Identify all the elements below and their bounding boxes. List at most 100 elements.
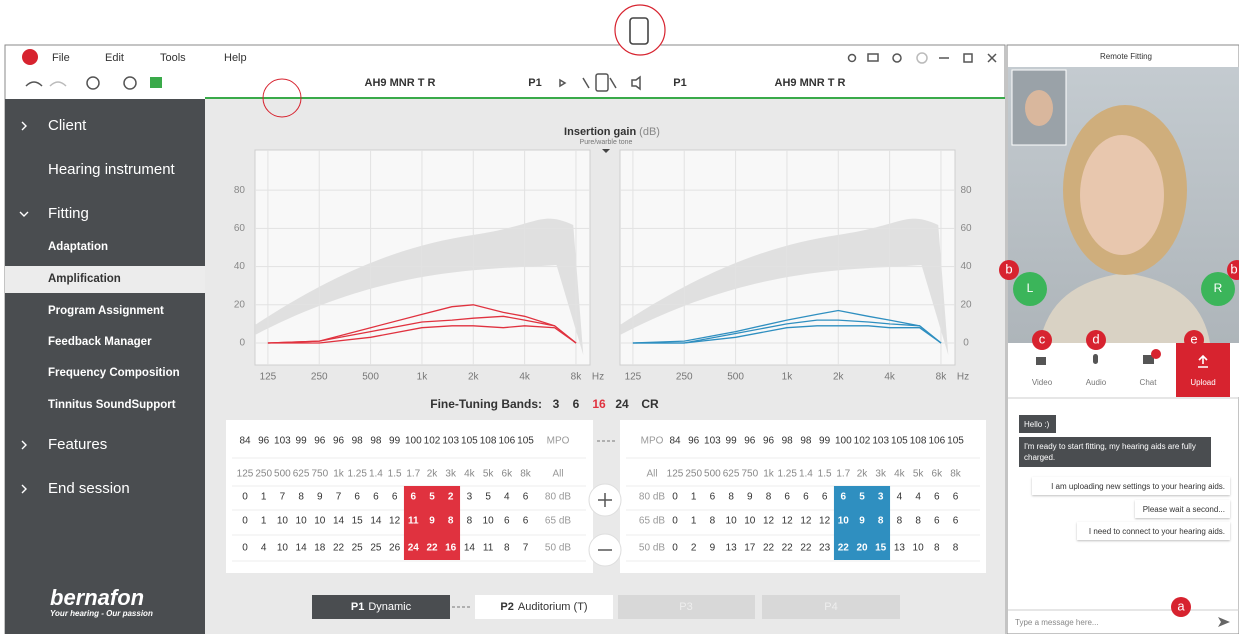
- gain-value[interactable]: 10: [744, 516, 756, 527]
- audio-icon[interactable]: [1093, 354, 1098, 364]
- gain-value[interactable]: 9: [710, 543, 716, 554]
- gain-value[interactable]: 12: [389, 516, 401, 527]
- instrument-left[interactable]: AH9 MNR T R: [365, 77, 436, 89]
- gain-value[interactable]: 22: [426, 543, 438, 554]
- gain-value[interactable]: 6: [523, 516, 529, 527]
- gain-value[interactable]: 8: [766, 492, 772, 503]
- gain-value[interactable]: 26: [389, 543, 401, 554]
- gain-value[interactable]: 3: [467, 492, 473, 503]
- gain-value[interactable]: 16: [445, 543, 457, 554]
- tuning-option[interactable]: CR: [641, 397, 659, 411]
- gain-value[interactable]: 10: [277, 543, 289, 554]
- gain-value[interactable]: 9: [317, 492, 323, 503]
- gain-value[interactable]: 6: [841, 492, 847, 503]
- gain-value[interactable]: 8: [448, 516, 454, 527]
- gain-value[interactable]: 8: [298, 492, 304, 503]
- sidebar-item[interactable]: Program Assignment: [48, 305, 164, 317]
- gain-value[interactable]: 8: [897, 516, 903, 527]
- sidebar-item[interactable]: End session: [48, 480, 130, 497]
- gain-value[interactable]: 6: [523, 492, 529, 503]
- gain-value[interactable]: 0: [672, 516, 678, 527]
- gain-value[interactable]: 6: [934, 516, 940, 527]
- video-call[interactable]: [150, 77, 162, 88]
- gain-value[interactable]: 1: [261, 516, 267, 527]
- gain-value[interactable]: 14: [370, 516, 382, 527]
- gain-value[interactable]: 0: [242, 492, 248, 503]
- app-logo[interactable]: [22, 49, 38, 65]
- sidebar-item[interactable]: Frequency Composition: [48, 367, 180, 379]
- sidebar-item[interactable]: Adaptation: [48, 241, 108, 253]
- gain-value[interactable]: 17: [744, 543, 756, 554]
- gain-value[interactable]: 10: [483, 516, 495, 527]
- gain-value[interactable]: 8: [710, 516, 716, 527]
- gain-value[interactable]: 10: [314, 516, 326, 527]
- gain-value[interactable]: 6: [392, 492, 398, 503]
- gain-value[interactable]: 6: [710, 492, 716, 503]
- gain-value[interactable]: 4: [504, 492, 510, 503]
- gain-value[interactable]: 7: [523, 543, 529, 554]
- sidebar-item[interactable]: Feedback Manager: [48, 336, 152, 348]
- gain-value[interactable]: 0: [672, 543, 678, 554]
- gain-value[interactable]: 9: [859, 516, 865, 527]
- sidebar-item[interactable]: Tinnitus SoundSupport: [48, 399, 176, 411]
- gain-value[interactable]: 22: [763, 543, 775, 554]
- sidebar-item[interactable]: Fitting: [48, 205, 89, 222]
- gain-value[interactable]: 15: [352, 516, 364, 527]
- gain-value[interactable]: 6: [803, 492, 809, 503]
- gain-value[interactable]: 13: [894, 543, 906, 554]
- gain-value[interactable]: 1: [691, 492, 697, 503]
- gain-value[interactable]: 8: [728, 492, 734, 503]
- gain-value[interactable]: 9: [429, 516, 435, 527]
- gain-value[interactable]: 9: [747, 492, 753, 503]
- gain-value[interactable]: 14: [296, 543, 308, 554]
- gain-value[interactable]: 7: [280, 492, 286, 503]
- gain-value[interactable]: 11: [408, 516, 419, 527]
- sidebar-item[interactable]: Amplification: [48, 273, 121, 285]
- instrument-right[interactable]: AH9 MNR T R: [775, 77, 846, 89]
- gain-value[interactable]: 3: [878, 492, 884, 503]
- gain-value[interactable]: 13: [726, 543, 738, 554]
- gain-value[interactable]: 6: [784, 492, 790, 503]
- tuning-option[interactable]: 24: [615, 397, 629, 411]
- gain-value[interactable]: 6: [373, 492, 379, 503]
- gain-value[interactable]: 0: [672, 492, 678, 503]
- gain-value[interactable]: 4: [261, 543, 267, 554]
- gain-value[interactable]: 6: [934, 492, 940, 503]
- chat-input[interactable]: Type a message here...: [1015, 618, 1099, 627]
- upload-button[interactable]: [1176, 343, 1230, 397]
- gain-value[interactable]: 18: [314, 543, 326, 554]
- gain-value[interactable]: 6: [354, 492, 360, 503]
- gain-value[interactable]: 6: [411, 492, 417, 503]
- gain-value[interactable]: 15: [875, 543, 887, 554]
- gain-value[interactable]: 2: [448, 492, 454, 503]
- gain-value[interactable]: 8: [953, 543, 959, 554]
- gain-value[interactable]: 14: [333, 516, 345, 527]
- gain-value[interactable]: 6: [504, 516, 510, 527]
- gain-value[interactable]: 12: [782, 516, 794, 527]
- sidebar-item[interactable]: Features: [48, 436, 107, 453]
- gain-value[interactable]: 5: [429, 492, 435, 503]
- gain-value[interactable]: 7: [336, 492, 342, 503]
- tuning-option[interactable]: 6: [573, 397, 580, 411]
- gain-value[interactable]: 8: [934, 543, 940, 554]
- gain-value[interactable]: 22: [800, 543, 812, 554]
- gain-value[interactable]: 6: [822, 492, 828, 503]
- gain-value[interactable]: 22: [333, 543, 345, 554]
- gain-value[interactable]: 12: [819, 516, 831, 527]
- gain-value[interactable]: 10: [838, 516, 850, 527]
- gain-value[interactable]: 0: [242, 516, 248, 527]
- gain-value[interactable]: 8: [878, 516, 884, 527]
- gain-value[interactable]: 6: [953, 516, 959, 527]
- gain-value[interactable]: 25: [370, 543, 382, 554]
- sidebar-item[interactable]: Client: [48, 117, 87, 134]
- gain-value[interactable]: 1: [691, 516, 697, 527]
- gain-value[interactable]: 5: [485, 492, 491, 503]
- video-icon[interactable]: [1036, 357, 1046, 365]
- gain-value[interactable]: 12: [800, 516, 812, 527]
- gain-value[interactable]: 25: [352, 543, 364, 554]
- tuning-option[interactable]: 16: [592, 397, 606, 411]
- gain-value[interactable]: 2: [691, 543, 697, 554]
- gain-value[interactable]: 20: [856, 543, 868, 554]
- gain-value[interactable]: 8: [915, 516, 921, 527]
- gain-value[interactable]: 22: [782, 543, 794, 554]
